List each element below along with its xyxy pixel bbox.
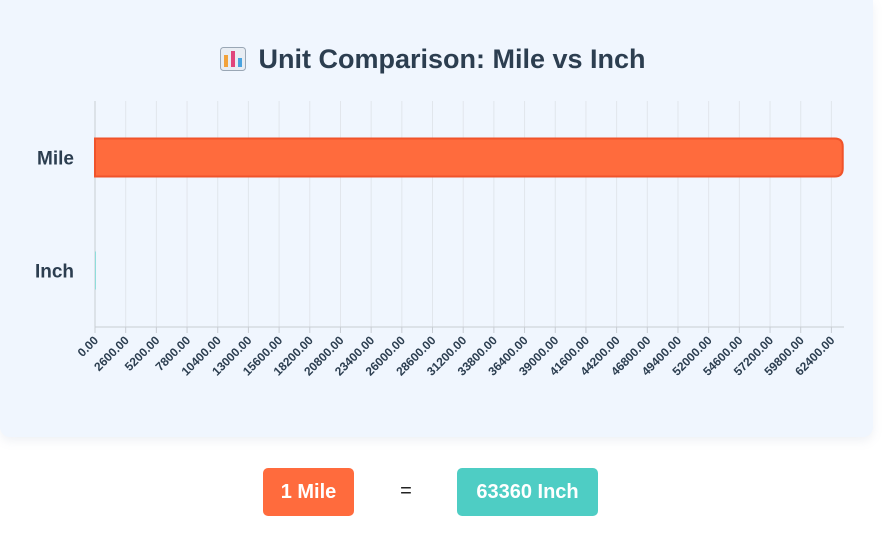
chart-title-text: Unit Comparison: Mile vs Inch	[258, 44, 646, 74]
y-category-label: Inch	[35, 262, 74, 283]
to-unit-badge: 63360 Inch	[457, 468, 598, 516]
chart-title: Unit Comparison: Mile vs Inch	[0, 44, 866, 75]
x-tick-label: 0.00	[75, 333, 102, 360]
bar-mile	[94, 137, 844, 178]
chart-card	[0, 0, 873, 437]
equals-sign: =	[400, 480, 412, 502]
bar-inch	[95, 251, 96, 290]
bar-chart: 0.002600.005200.007800.0010400.0013000.0…	[35, 101, 844, 379]
bar-chart-emoji-icon	[220, 47, 247, 71]
y-category-label: Mile	[37, 149, 74, 170]
from-unit-badge: 1 Mile	[263, 468, 354, 516]
